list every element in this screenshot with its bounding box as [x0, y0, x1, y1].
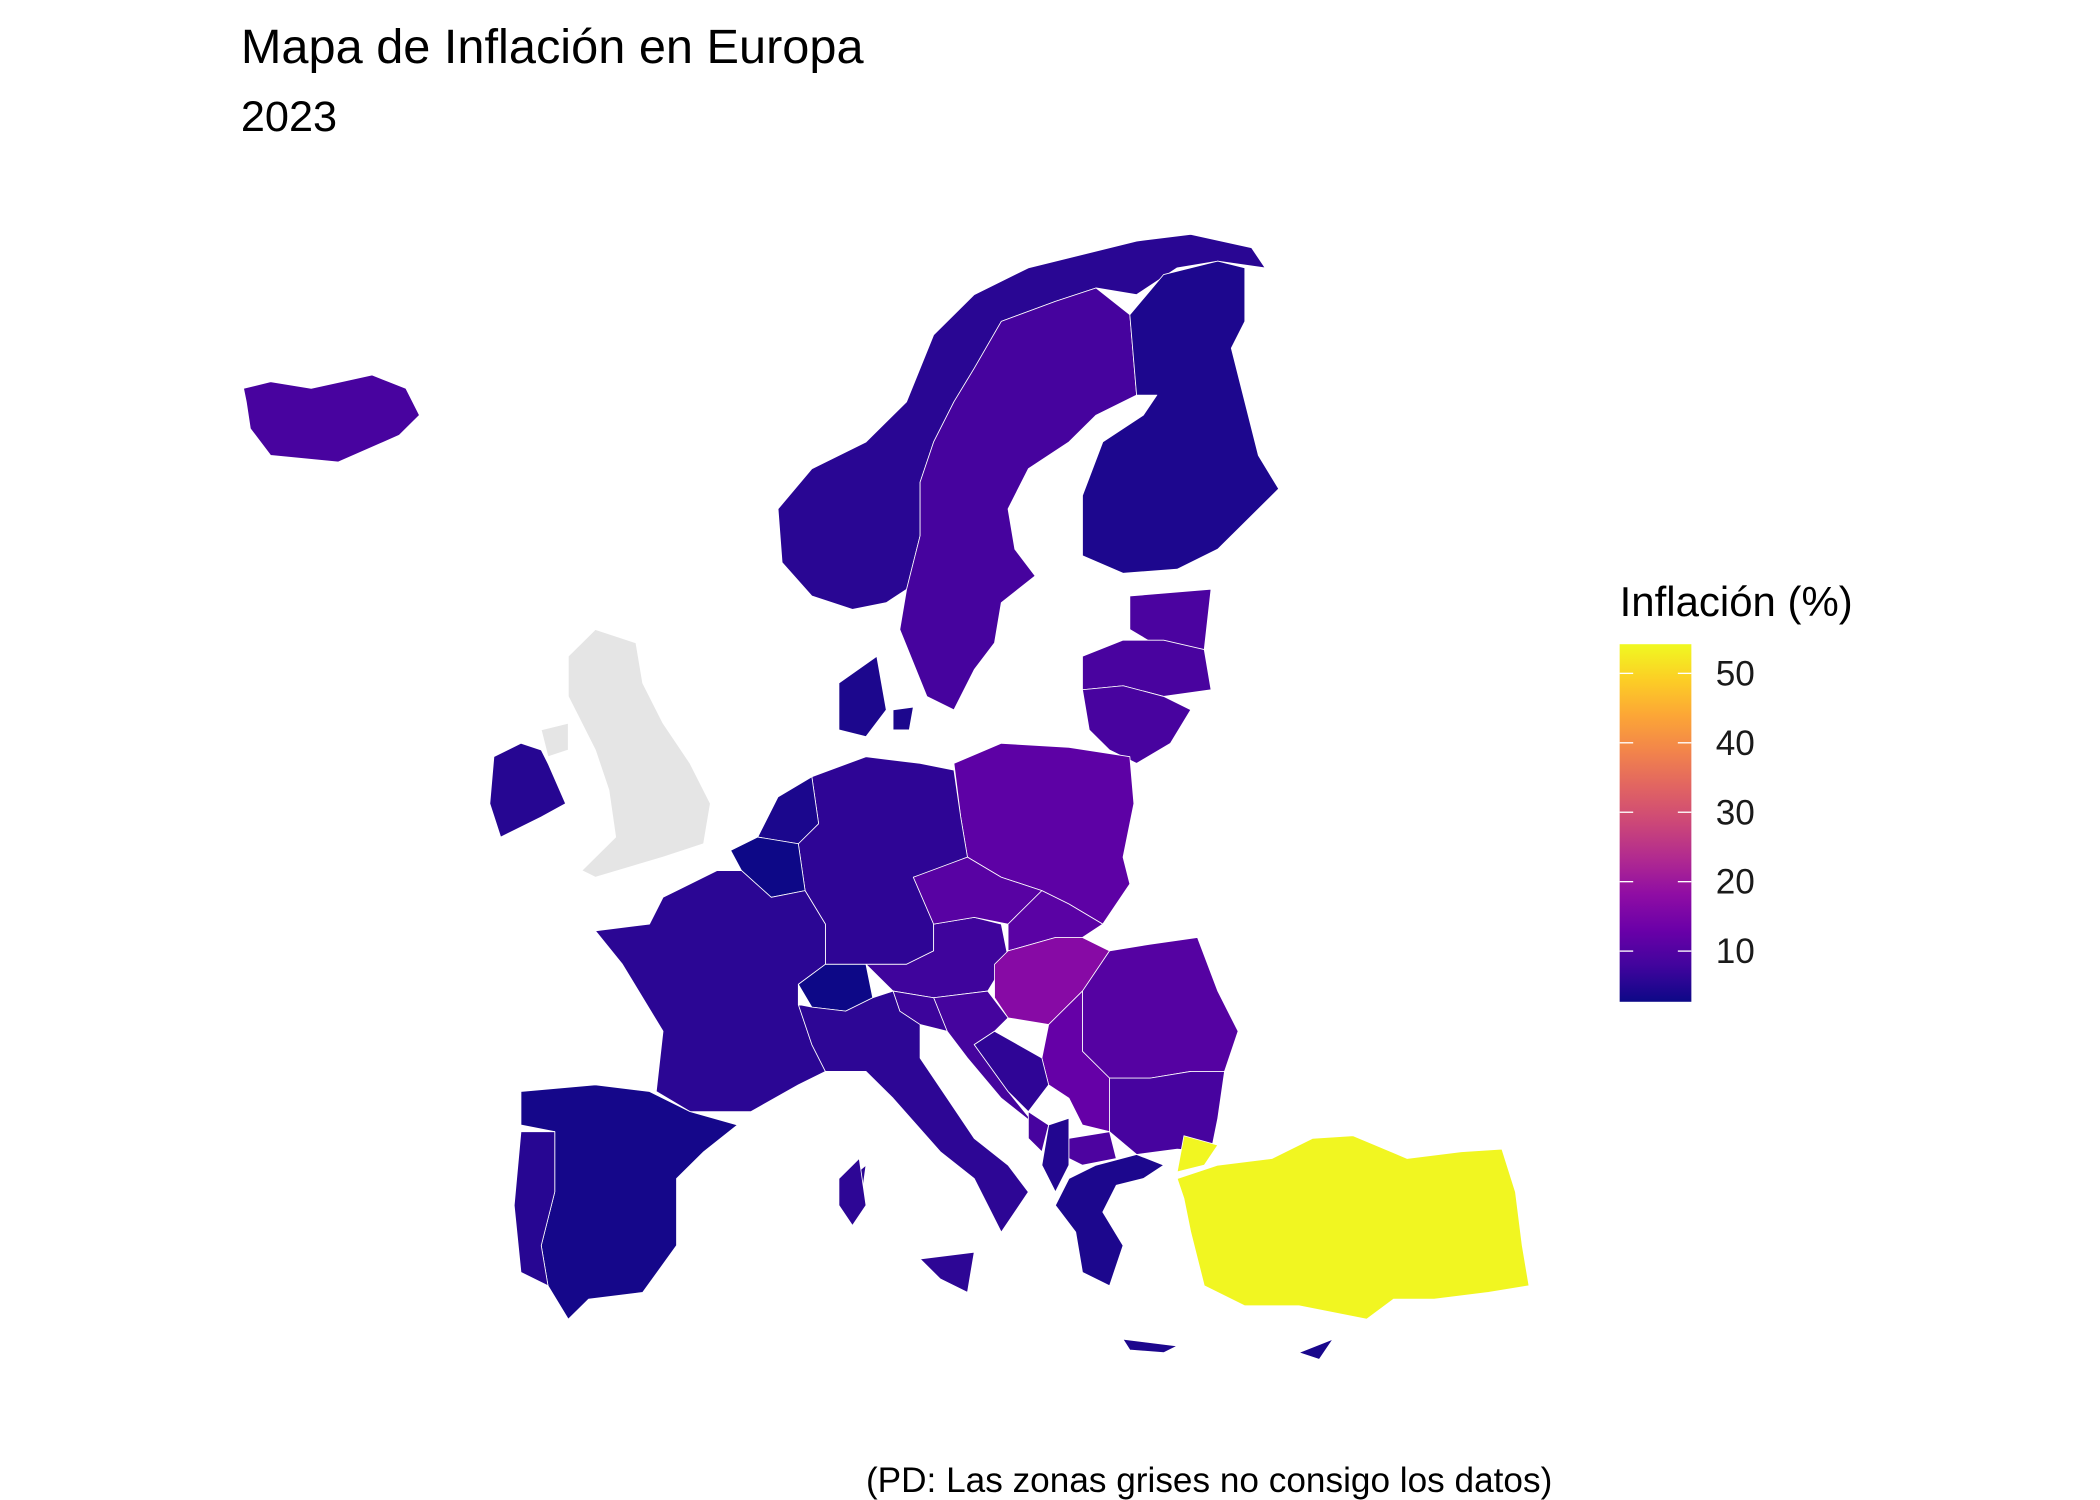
- colorbar: [1619, 644, 1692, 1002]
- region: [1027, 1111, 1050, 1153]
- legend-title: Inflación (%): [1620, 578, 1853, 625]
- region: [1068, 1131, 1117, 1166]
- region: [489, 742, 566, 838]
- colorbar-tick-label: 20: [1716, 863, 1755, 902]
- caption: (PD: Las zonas grises no consigo los dat…: [866, 1461, 1552, 1500]
- regions: [243, 233, 1530, 1360]
- colorbar-tick-label: 50: [1716, 655, 1755, 694]
- region: [1082, 260, 1280, 574]
- subtitle: 2023: [241, 93, 337, 141]
- region: [797, 990, 1029, 1293]
- region: [1082, 685, 1192, 764]
- region: [973, 1030, 1050, 1113]
- region: [1082, 937, 1239, 1079]
- region: [513, 1131, 556, 1287]
- colorbar-tick-label: 40: [1716, 724, 1755, 763]
- region: [540, 629, 711, 878]
- region: [243, 374, 420, 463]
- region: [899, 287, 1138, 711]
- region: [1041, 1117, 1070, 1193]
- region: [520, 1084, 738, 1320]
- region: [1055, 1154, 1178, 1354]
- region: [1109, 1071, 1225, 1155]
- colorbar-tick-label: 10: [1716, 932, 1755, 971]
- region: [1298, 1338, 1334, 1360]
- region: [838, 655, 914, 738]
- title: Mapa de Inflación en Europa: [241, 20, 864, 74]
- region: [1176, 1135, 1530, 1320]
- colorbar-tick-label: 30: [1716, 793, 1755, 832]
- region: [777, 233, 1266, 610]
